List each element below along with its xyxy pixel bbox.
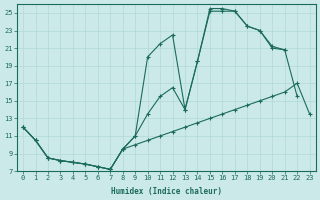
X-axis label: Humidex (Indice chaleur): Humidex (Indice chaleur) bbox=[111, 187, 222, 196]
